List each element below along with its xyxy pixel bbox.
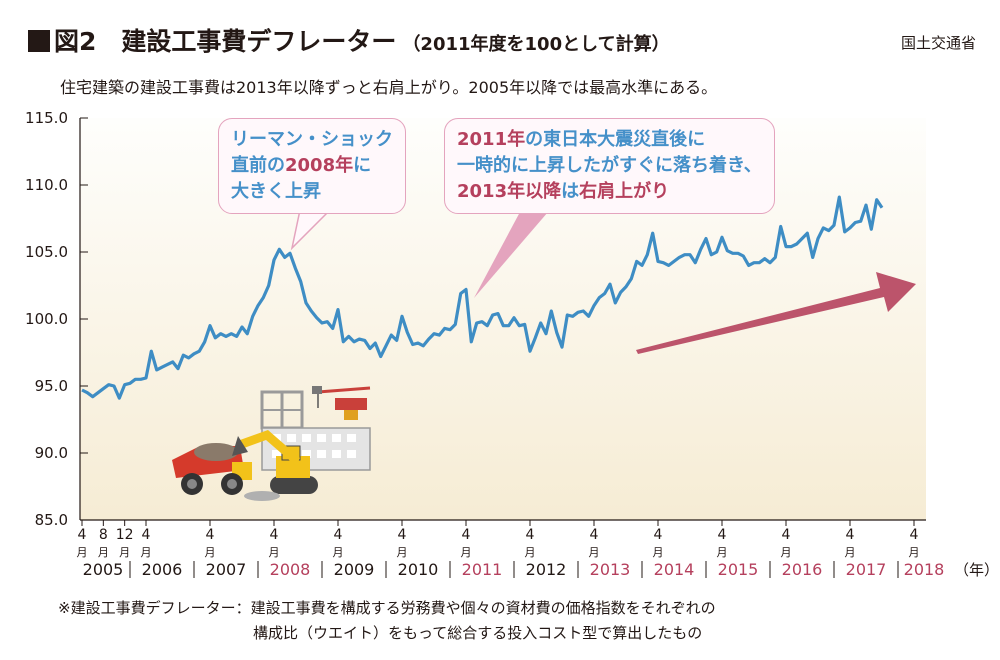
year-label: 2008 xyxy=(270,560,311,579)
x-tick-month-number: 4 xyxy=(910,527,919,543)
callout-earthquake: 2011年の東日本大震災直後に 一時的に上昇したがすぐに落ち着き、 2013年以… xyxy=(444,118,775,214)
x-tick-month-number: 12 xyxy=(116,527,134,543)
callout-right-line3-a: 2013年以降 xyxy=(457,181,562,202)
year-labels: 2005 2006 2007 2008 2009 2010 2011 2012 2013 2014… xyxy=(83,560,999,579)
x-tick-month-number: 4 xyxy=(398,527,407,543)
x-tick-month-number: 4 xyxy=(78,527,87,543)
x-tick-month-suffix: 月 xyxy=(119,546,130,559)
callout-right-line3-c: 右肩上がり xyxy=(579,181,670,202)
figure-label: 図2 xyxy=(54,27,97,56)
callout-left-line2-a: 直前の xyxy=(231,155,285,176)
callout-left-line2: 直前の2008年に xyxy=(231,153,393,179)
year-label: 2017 xyxy=(846,560,887,579)
x-tick-month-suffix: 月 xyxy=(717,546,728,559)
year-label: 2006 xyxy=(142,560,183,579)
x-tick-month-number: 4 xyxy=(782,527,791,543)
x-tick-month-suffix: 月 xyxy=(77,546,88,559)
callout-right-pointer xyxy=(474,212,548,298)
footnote-line2: 構成比（ウエイト）をもって総合する投入コスト型で算出したもの xyxy=(58,624,703,642)
y-tick-labels: 115.0 110.0 105.0 100.0 95.0 90.0 85.0 xyxy=(25,109,68,529)
y-tick-label: 100.0 xyxy=(25,310,68,328)
callout-lehman: リーマン・ショック 直前の2008年に 大きく上昇 xyxy=(218,118,406,214)
year-label: 2007 xyxy=(206,560,247,579)
x-tick-month-number: 4 xyxy=(590,527,599,543)
year-label: 2015 xyxy=(718,560,759,579)
callout-left-line2-c: に xyxy=(353,155,372,176)
year-label: 2005 xyxy=(83,560,124,579)
x-tick-month-suffix: 月 xyxy=(461,546,472,559)
x-tick-month-suffix: 月 xyxy=(525,546,536,559)
year-label: 2016 xyxy=(782,560,823,579)
x-tick-month-number: 4 xyxy=(846,527,855,543)
title-square-marker xyxy=(28,30,50,52)
construction-illustration xyxy=(172,386,371,501)
x-tick-month-number: 4 xyxy=(334,527,343,543)
x-tick-month-number: 4 xyxy=(462,527,471,543)
year-label: 2012 xyxy=(526,560,567,579)
x-tick-month-suffix: 月 xyxy=(141,546,152,559)
x-tick-month-number: 8 xyxy=(99,527,108,543)
y-tick-label: 90.0 xyxy=(35,444,68,462)
footnote-line1: ※建設工事費デフレーター：建設工事費を構成する労務費や個々の資材費の価格指数をそ… xyxy=(58,599,716,617)
x-tick-month-suffix: 月 xyxy=(205,546,216,559)
x-tick-month-number: 4 xyxy=(206,527,215,543)
year-label: 2014 xyxy=(654,560,695,579)
callout-right-year: 2011年 xyxy=(457,129,526,150)
callout-left-line3: 大きく上昇 xyxy=(231,181,321,202)
y-tick-label: 110.0 xyxy=(25,176,68,194)
title-text: 建設工事費デフレーター xyxy=(121,27,397,56)
y-tick-label: 85.0 xyxy=(35,511,68,529)
year-label: 2009 xyxy=(334,560,375,579)
year-label: 2011 xyxy=(462,560,503,579)
x-tick-month-suffix: 月 xyxy=(269,546,280,559)
year-label: 2018 xyxy=(904,560,945,579)
x-tick-month-number: 4 xyxy=(142,527,151,543)
x-tick-month-suffix: 月 xyxy=(845,546,856,559)
x-tick-month-suffix: 月 xyxy=(653,546,664,559)
source-label: 国土交通省 xyxy=(900,34,976,52)
chart-subtitle: 住宅建築の建設工事費は2013年以降ずっと右肩上がり。2005年以降では最高水準… xyxy=(60,78,718,97)
x-tick-month-suffix: 月 xyxy=(98,546,109,559)
x-tick-month-suffix: 月 xyxy=(589,546,600,559)
chart-title: 図2 建設工事費デフレーター （2011年度を100として計算） xyxy=(28,22,670,58)
callout-right-line1-b: の東日本大震災直後に xyxy=(525,129,706,150)
x-tick-month-number: 4 xyxy=(718,527,727,543)
x-tick-month-suffix: 月 xyxy=(397,546,408,559)
callout-left-year: 2008年 xyxy=(285,155,354,176)
x-tick-month-suffix: 月 xyxy=(781,546,792,559)
callout-left-line1: リーマン・ショック xyxy=(231,129,393,150)
dump-truck-icon xyxy=(172,443,252,495)
excavator-icon xyxy=(232,430,318,501)
series-line xyxy=(81,195,884,400)
year-unit-label: （年） xyxy=(954,561,999,579)
title-note: （2011年度を100として計算） xyxy=(402,34,670,55)
year-label: 2013 xyxy=(590,560,631,579)
callout-right-line1: 2011年の東日本大震災直後に xyxy=(457,127,762,153)
y-tick-label: 95.0 xyxy=(35,377,68,395)
crane-icon xyxy=(312,386,371,420)
y-tick-label: 115.0 xyxy=(25,109,68,127)
x-tick-month-suffix: 月 xyxy=(333,546,344,559)
footnote: ※建設工事費デフレーター：建設工事費を構成する労務費や個々の資材費の価格指数をそ… xyxy=(58,596,716,646)
callout-right-line3: 2013年以降は右肩上がり xyxy=(457,179,762,205)
x-tick-month-suffix: 月 xyxy=(909,546,920,559)
x-tick-month-number: 4 xyxy=(654,527,663,543)
callout-right-line2: 一時的に上昇したがすぐに落ち着き、 xyxy=(457,155,762,176)
year-label: 2010 xyxy=(398,560,439,579)
x-tick-month-number: 4 xyxy=(270,527,279,543)
x-tick-month-number: 4 xyxy=(526,527,535,543)
trend-arrow-icon xyxy=(636,272,916,354)
y-tick-label: 105.0 xyxy=(25,243,68,261)
callout-right-line3-b: は xyxy=(561,181,580,202)
